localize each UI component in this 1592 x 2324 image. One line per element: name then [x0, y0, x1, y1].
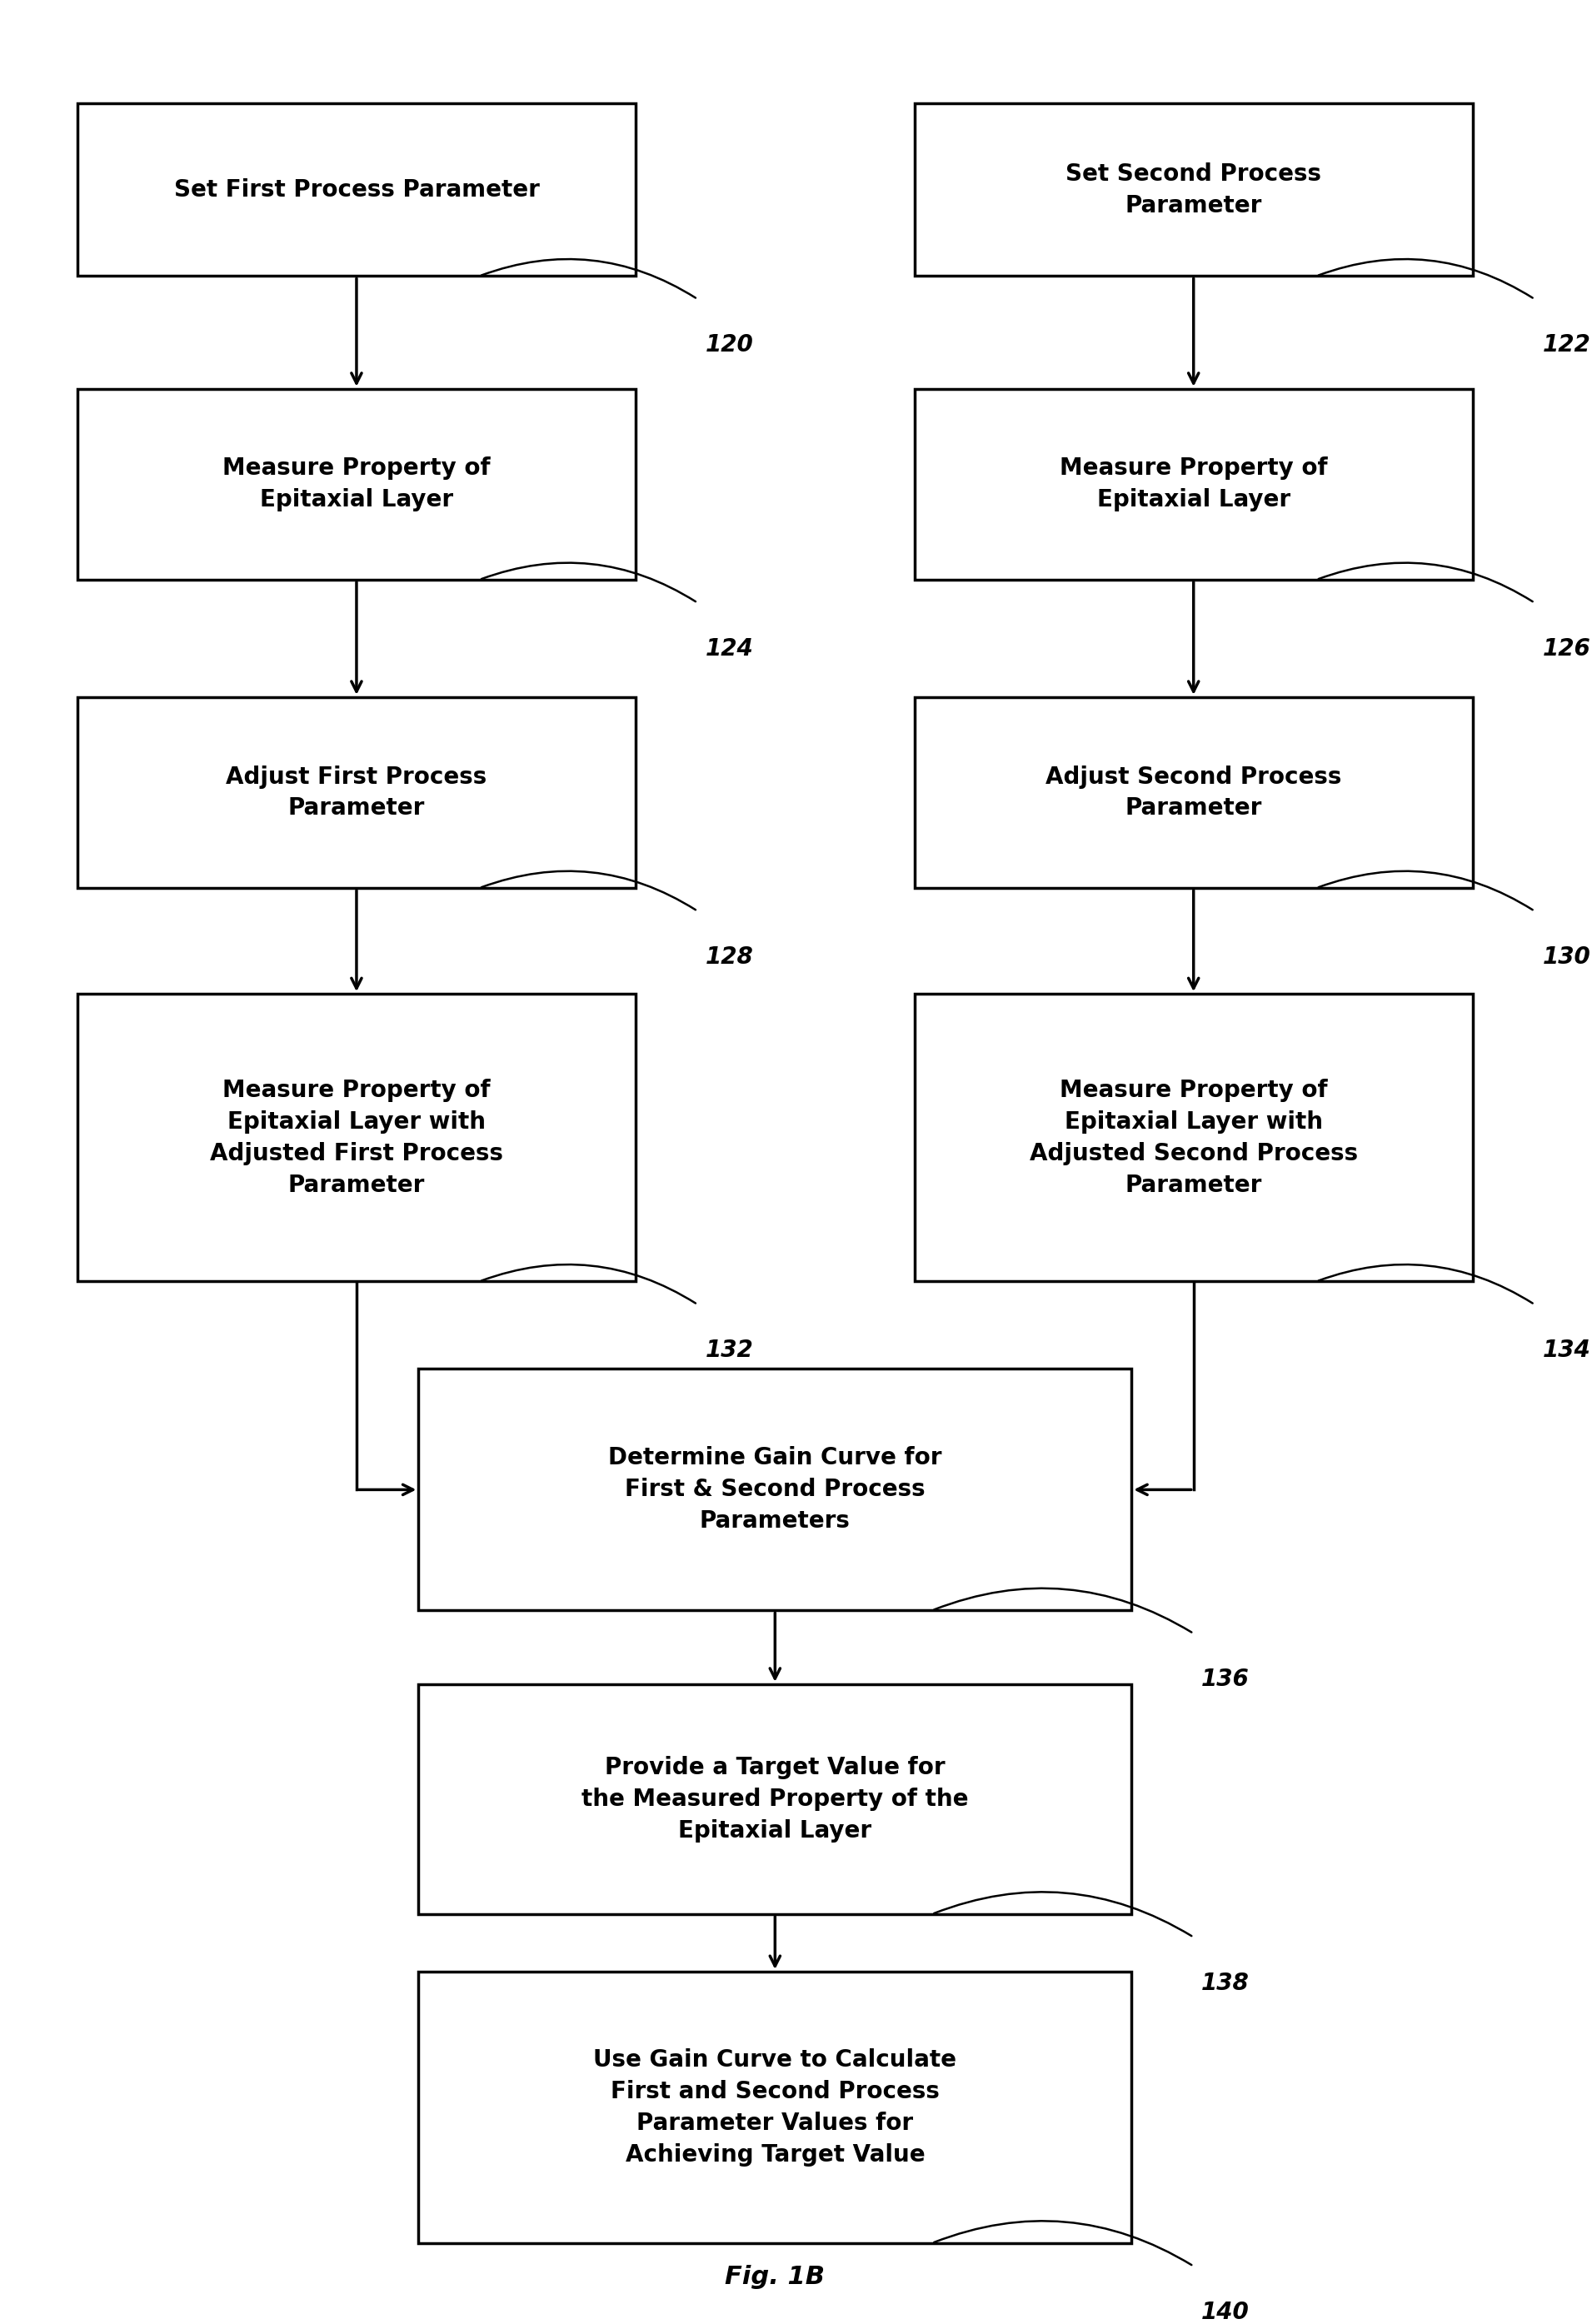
- Bar: [78, 995, 635, 1281]
- Text: Determine Gain Curve for
First & Second Process
Parameters: Determine Gain Curve for First & Second …: [608, 1446, 942, 1534]
- Text: 122: 122: [1543, 335, 1590, 358]
- Text: 136: 136: [1202, 1669, 1250, 1692]
- Text: 120: 120: [705, 335, 753, 358]
- Text: 130: 130: [1543, 946, 1590, 969]
- Bar: [78, 697, 635, 888]
- Text: Adjust First Process
Parameter: Adjust First Process Parameter: [226, 765, 487, 820]
- Bar: [78, 388, 635, 579]
- Bar: [419, 1685, 1132, 1915]
- Bar: [914, 105, 1473, 277]
- Bar: [914, 697, 1473, 888]
- Text: 132: 132: [705, 1339, 753, 1362]
- Text: 138: 138: [1202, 1971, 1250, 1994]
- Text: 126: 126: [1543, 637, 1590, 660]
- Bar: [419, 1369, 1132, 1611]
- Bar: [914, 995, 1473, 1281]
- Text: 128: 128: [705, 946, 753, 969]
- Text: 134: 134: [1543, 1339, 1590, 1362]
- Bar: [419, 1971, 1132, 2243]
- Text: 140: 140: [1202, 2301, 1250, 2324]
- Bar: [78, 105, 635, 277]
- Bar: [914, 388, 1473, 579]
- Text: Fig. 1B: Fig. 1B: [724, 2266, 825, 2289]
- Text: Provide a Target Value for
the Measured Property of the
Epitaxial Layer: Provide a Target Value for the Measured …: [581, 1757, 968, 1843]
- Text: Adjust Second Process
Parameter: Adjust Second Process Parameter: [1046, 765, 1342, 820]
- Text: Measure Property of
Epitaxial Layer with
Adjusted Second Process
Parameter: Measure Property of Epitaxial Layer with…: [1030, 1078, 1358, 1197]
- Text: Set Second Process
Parameter: Set Second Process Parameter: [1065, 163, 1321, 216]
- Text: Use Gain Curve to Calculate
First and Second Process
Parameter Values for
Achiev: Use Gain Curve to Calculate First and Se…: [594, 2047, 957, 2166]
- Text: Measure Property of
Epitaxial Layer: Measure Property of Epitaxial Layer: [1060, 458, 1328, 511]
- Text: Measure Property of
Epitaxial Layer with
Adjusted First Process
Parameter: Measure Property of Epitaxial Layer with…: [210, 1078, 503, 1197]
- Text: 124: 124: [705, 637, 753, 660]
- Text: Measure Property of
Epitaxial Layer: Measure Property of Epitaxial Layer: [223, 458, 490, 511]
- Text: Set First Process Parameter: Set First Process Parameter: [174, 179, 540, 202]
